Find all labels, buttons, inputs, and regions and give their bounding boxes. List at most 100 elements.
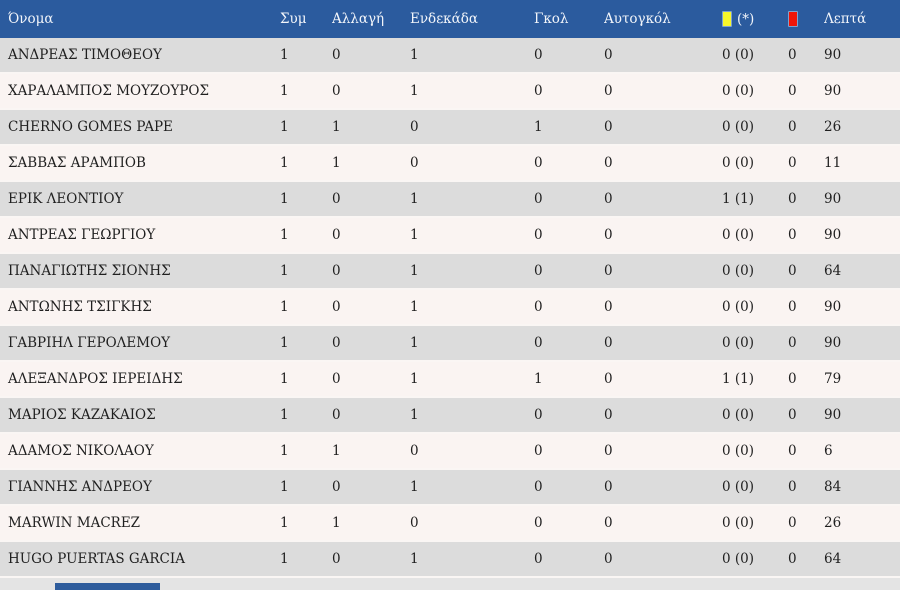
table-row[interactable]: ΑΝΤΩΝΗΣ ΤΣΙΓΚΗΣ 1 0 1 0 0 0 (0) 0 90	[0, 290, 900, 326]
table-row[interactable]: ΜΑΡΙΟΣ ΚΑΖΑΚΑΙΟΣ 1 0 1 0 0 0 (0) 0 90	[0, 398, 900, 434]
starting-eleven-cell: 0	[410, 515, 419, 531]
own-goals-cell: 0	[604, 443, 613, 459]
col-header-red-cards[interactable]	[788, 11, 824, 28]
table-row[interactable]: ΑΝΔΡΕΑΣ ΤΙΜΟΘΕΟΥ 1 0 1 0 0 0 (0) 0 90	[0, 38, 900, 74]
player-name-cell: ΕΡΙΚ ΛΕΟΝΤΙΟΥ	[8, 191, 124, 207]
yellow-cards-cell: 0 (0)	[722, 443, 755, 459]
substitution-cell: 0	[332, 263, 341, 279]
table-row[interactable]: ΠΑΝΑΓΙΩΤΗΣ ΣΙΟΝΗΣ 1 0 1 0 0 0 (0) 0 64	[0, 254, 900, 290]
col-header-own-goals[interactable]: Αυτογκόλ	[604, 11, 671, 27]
starting-eleven-cell: 1	[410, 335, 419, 351]
red-card-icon	[788, 11, 798, 28]
minutes-cell: 26	[824, 119, 842, 135]
col-header-minutes[interactable]: Λεπτά	[824, 11, 867, 27]
minutes-cell: 26	[824, 515, 842, 531]
col-header-appearances[interactable]: Συμ	[280, 11, 307, 27]
partial-bottom-element	[55, 583, 160, 590]
own-goals-cell: 0	[604, 119, 613, 135]
substitution-cell: 0	[332, 407, 341, 423]
red-cards-cell: 0	[788, 479, 797, 495]
table-row[interactable]: ΓΑΒΡΙΗΛ ΓΕΡΟΛΕΜΟΥ 1 0 1 0 0 0 (0) 0 90	[0, 326, 900, 362]
minutes-cell: 11	[824, 155, 842, 171]
appearances-cell: 1	[280, 83, 289, 99]
yellow-cards-cell: 1 (1)	[722, 371, 755, 387]
minutes-cell: 84	[824, 479, 842, 495]
table-row[interactable]: ΑΔΑΜΟΣ ΝΙΚΟΛΑΟΥ 1 1 0 0 0 0 (0) 0 6	[0, 434, 900, 470]
own-goals-cell: 0	[604, 155, 613, 171]
own-goals-cell: 0	[604, 551, 613, 567]
table-row[interactable]: CHERNO GOMES PAPE 1 1 0 1 0 0 (0) 0 26	[0, 110, 900, 146]
table-row[interactable]: HUGO PUERTAS GARCIA 1 0 1 0 0 0 (0) 0 64	[0, 542, 900, 578]
yellow-card-icon	[722, 11, 732, 28]
starting-eleven-cell: 1	[410, 371, 419, 387]
starting-eleven-cell: 1	[410, 191, 419, 207]
appearances-cell: 1	[280, 335, 289, 351]
red-cards-cell: 0	[788, 443, 797, 459]
own-goals-cell: 0	[604, 515, 613, 531]
starting-eleven-cell: 0	[410, 119, 419, 135]
col-header-goals[interactable]: Γκολ	[534, 11, 569, 27]
player-name-cell: HUGO PUERTAS GARCIA	[8, 551, 185, 567]
player-name-cell: ΣΑΒΒΑΣ ΑΡΑΜΠΟΒ	[8, 155, 146, 171]
table-row[interactable]: MARWIN MACREZ 1 1 0 0 0 0 (0) 0 26	[0, 506, 900, 542]
goals-cell: 1	[534, 371, 543, 387]
goals-cell: 0	[534, 479, 543, 495]
player-name-cell: ΓΑΒΡΙΗΛ ΓΕΡΟΛΕΜΟΥ	[8, 335, 171, 351]
player-name-cell: ΓΙΑΝΝΗΣ ΑΝΔΡΕΟΥ	[8, 479, 152, 495]
substitution-cell: 0	[332, 335, 341, 351]
starting-eleven-cell: 1	[410, 227, 419, 243]
red-cards-cell: 0	[788, 515, 797, 531]
minutes-cell: 90	[824, 227, 842, 243]
red-cards-cell: 0	[788, 371, 797, 387]
goals-cell: 0	[534, 83, 543, 99]
minutes-cell: 90	[824, 407, 842, 423]
minutes-cell: 64	[824, 551, 842, 567]
table-row[interactable]: ΑΛΕΞΑΝΔΡΟΣ ΙΕΡΕΙΔΗΣ 1 0 1 1 0 1 (1) 0 79	[0, 362, 900, 398]
appearances-cell: 1	[280, 371, 289, 387]
table-row[interactable]: ΧΑΡΑΛΑΜΠΟΣ ΜΟΥΖΟΥΡΟΣ 1 0 1 0 0 0 (0) 0 9…	[0, 74, 900, 110]
goals-cell: 1	[534, 119, 543, 135]
red-cards-cell: 0	[788, 83, 797, 99]
substitution-cell: 0	[332, 191, 341, 207]
col-header-name[interactable]: Όνομα	[8, 11, 54, 27]
appearances-cell: 1	[280, 515, 289, 531]
substitution-cell: 1	[332, 515, 341, 531]
substitution-cell: 1	[332, 443, 341, 459]
substitution-cell: 0	[332, 299, 341, 315]
red-cards-cell: 0	[788, 551, 797, 567]
player-name-cell: ΠΑΝΑΓΙΩΤΗΣ ΣΙΟΝΗΣ	[8, 263, 171, 279]
col-header-yellow-cards[interactable]: (*)	[722, 11, 788, 28]
substitution-cell: 0	[332, 479, 341, 495]
yellow-cards-cell: 0 (0)	[722, 299, 755, 315]
yellow-cards-cell: 0 (0)	[722, 551, 755, 567]
appearances-cell: 1	[280, 155, 289, 171]
own-goals-cell: 0	[604, 191, 613, 207]
appearances-cell: 1	[280, 443, 289, 459]
minutes-cell: 64	[824, 263, 842, 279]
starting-eleven-cell: 1	[410, 551, 419, 567]
substitution-cell: 0	[332, 551, 341, 567]
table-row[interactable]: ΑΝΤΡΕΑΣ ΓΕΩΡΓΙΟΥ 1 0 1 0 0 0 (0) 0 90	[0, 218, 900, 254]
goals-cell: 0	[534, 299, 543, 315]
table-row[interactable]: ΕΡΙΚ ΛΕΟΝΤΙΟΥ 1 0 1 0 0 1 (1) 0 90	[0, 182, 900, 218]
yellow-cards-cell: 1 (1)	[722, 191, 755, 207]
player-name-cell: ΧΑΡΑΛΑΜΠΟΣ ΜΟΥΖΟΥΡΟΣ	[8, 83, 210, 99]
table-row[interactable]: ΣΑΒΒΑΣ ΑΡΑΜΠΟΒ 1 1 0 0 0 0 (0) 0 11	[0, 146, 900, 182]
red-cards-cell: 0	[788, 227, 797, 243]
red-cards-cell: 0	[788, 407, 797, 423]
player-name-cell: ΑΝΤΩΝΗΣ ΤΣΙΓΚΗΣ	[8, 299, 152, 315]
goals-cell: 0	[534, 551, 543, 567]
starting-eleven-cell: 0	[410, 155, 419, 171]
goals-cell: 0	[534, 47, 543, 63]
table-row[interactable]: ΓΙΑΝΝΗΣ ΑΝΔΡΕΟΥ 1 0 1 0 0 0 (0) 0 84	[0, 470, 900, 506]
col-header-starting-eleven[interactable]: Ενδεκάδα	[410, 11, 478, 27]
substitution-cell: 0	[332, 227, 341, 243]
col-header-substitution[interactable]: Αλλαγή	[332, 11, 385, 27]
minutes-cell: 6	[824, 443, 833, 459]
yellow-cards-cell: 0 (0)	[722, 479, 755, 495]
appearances-cell: 1	[280, 47, 289, 63]
starting-eleven-cell: 1	[410, 299, 419, 315]
appearances-cell: 1	[280, 407, 289, 423]
appearances-cell: 1	[280, 119, 289, 135]
substitution-cell: 1	[332, 155, 341, 171]
